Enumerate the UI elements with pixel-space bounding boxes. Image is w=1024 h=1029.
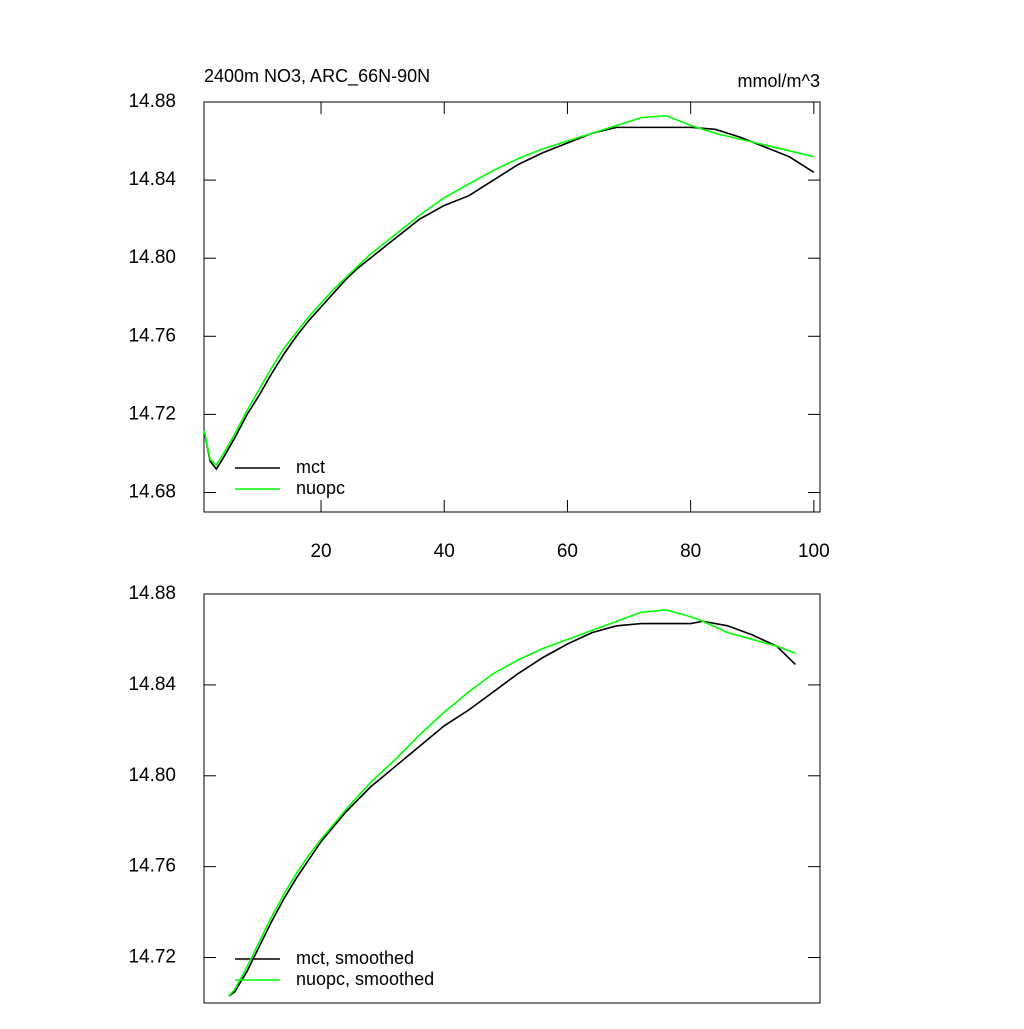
- y-tick-label: 14.76: [128, 325, 176, 346]
- legend-label: nuopc: [296, 478, 345, 498]
- y-tick-label: 14.88: [128, 583, 176, 604]
- series-line: [228, 620, 796, 997]
- units-label: mmol/m^3: [738, 71, 820, 91]
- series-line: [228, 609, 796, 997]
- x-tick-label: 40: [434, 541, 455, 562]
- y-tick-label: 14.76: [128, 856, 176, 877]
- chart-title: 2400m NO3, ARC_66N-90N: [204, 66, 430, 87]
- plot-frame: [203, 101, 821, 513]
- y-tick-label: 14.72: [128, 403, 176, 424]
- y-tick-label: 14.88: [128, 91, 176, 112]
- x-tick-label: 60: [557, 541, 578, 562]
- x-tick-label: 20: [310, 541, 331, 562]
- y-tick-label: 14.80: [128, 765, 176, 786]
- y-tick-label: 14.80: [128, 247, 176, 268]
- y-tick-label: 14.72: [128, 947, 176, 968]
- y-tick-label: 14.84: [128, 169, 176, 190]
- legend-label: mct, smoothed: [296, 948, 414, 968]
- legend-label: nuopc, smoothed: [296, 969, 434, 989]
- legend-label: mct: [296, 457, 325, 477]
- plot-frame: [203, 593, 821, 1004]
- series-line: [203, 114, 815, 467]
- y-tick-label: 14.68: [128, 481, 176, 502]
- x-tick-label: 80: [680, 541, 701, 562]
- y-tick-label: 14.84: [128, 674, 176, 695]
- x-tick-label: 100: [798, 541, 830, 562]
- series-line: [203, 126, 815, 471]
